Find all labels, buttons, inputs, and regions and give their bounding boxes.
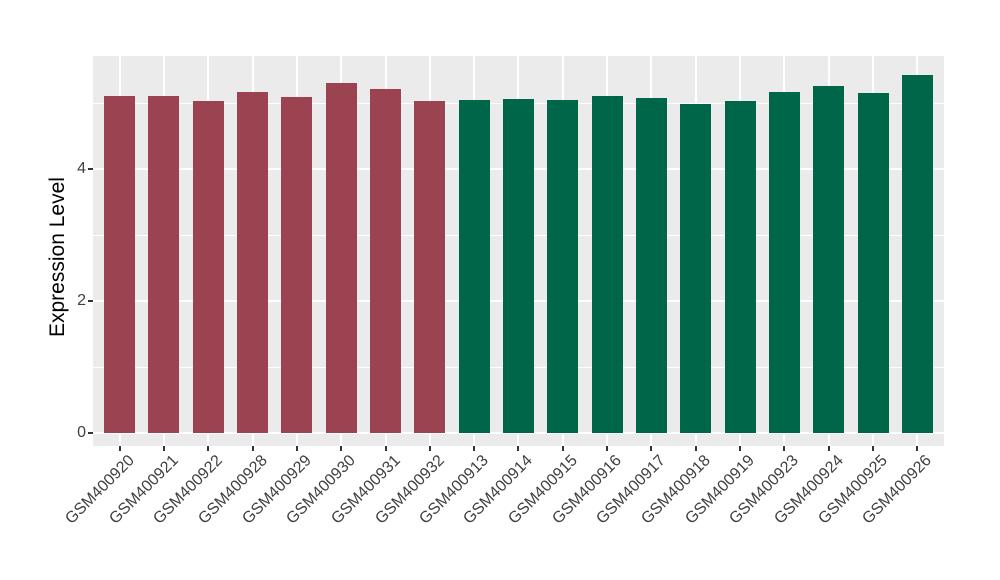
y-tick-label: 4 <box>77 160 86 177</box>
bar-GSM400918 <box>680 104 711 433</box>
bar-GSM400928 <box>237 92 268 433</box>
x-tick-mark <box>429 446 431 451</box>
x-tick-mark <box>340 446 342 451</box>
x-tick-mark <box>562 446 564 451</box>
x-tick-mark <box>163 446 165 451</box>
bar-GSM400929 <box>281 97 312 433</box>
bar-GSM400926 <box>902 75 933 433</box>
bar-GSM400919 <box>725 101 756 433</box>
bar-GSM400920 <box>104 96 135 433</box>
plot-panel <box>93 56 944 446</box>
y-tick-mark <box>88 168 93 170</box>
x-tick-mark <box>207 446 209 451</box>
x-tick-mark <box>606 446 608 451</box>
bar-GSM400914 <box>503 99 534 433</box>
x-tick-mark <box>385 446 387 451</box>
bar-GSM400925 <box>858 93 889 433</box>
x-tick-mark <box>916 446 918 451</box>
x-tick-mark <box>296 446 298 451</box>
bar-GSM400921 <box>148 96 179 433</box>
x-tick-mark <box>739 446 741 451</box>
bar-GSM400924 <box>813 86 844 433</box>
x-tick-mark <box>783 446 785 451</box>
x-tick-mark <box>650 446 652 451</box>
x-tick-mark <box>517 446 519 451</box>
bar-GSM400917 <box>636 98 667 433</box>
y-axis-title: Expression Level <box>46 177 69 337</box>
x-tick-mark <box>252 446 254 451</box>
x-tick-mark <box>119 446 121 451</box>
bar-GSM400931 <box>370 89 401 433</box>
bar-GSM400915 <box>547 100 578 433</box>
bar-GSM400930 <box>326 83 357 433</box>
y-tick-label: 2 <box>77 292 86 309</box>
bar-GSM400932 <box>414 101 445 433</box>
y-tick-label: 0 <box>77 424 86 441</box>
x-tick-mark <box>872 446 874 451</box>
bar-GSM400923 <box>769 92 800 433</box>
bar-GSM400916 <box>592 96 623 433</box>
x-tick-mark <box>695 446 697 451</box>
x-tick-mark <box>828 446 830 451</box>
y-tick-mark <box>88 300 93 302</box>
bar-GSM400922 <box>193 101 224 433</box>
x-tick-mark <box>473 446 475 451</box>
bar-GSM400913 <box>459 100 490 433</box>
y-tick-mark <box>88 432 93 434</box>
